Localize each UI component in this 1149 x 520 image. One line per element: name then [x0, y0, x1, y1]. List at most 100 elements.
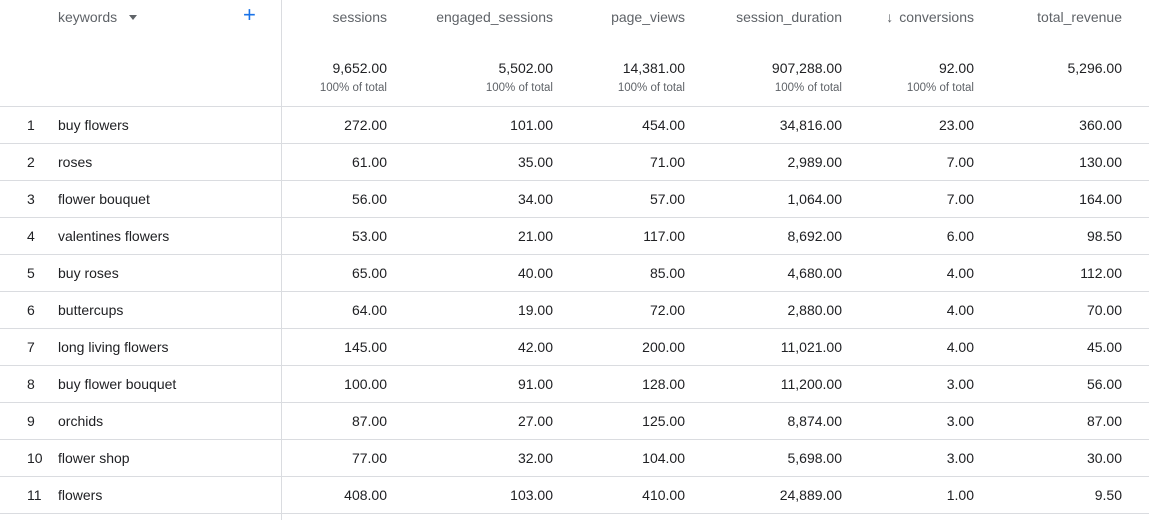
- table-row[interactable]: 3 flower bouquet 56.00 34.00 57.00 1,064.00 7.…: [0, 181, 1149, 218]
- row-keyword: flowers: [58, 487, 103, 503]
- row-value-cell: 7.00: [861, 144, 993, 181]
- row-value-cell: 4.00: [861, 255, 993, 292]
- column-header-session-duration[interactable]: session_duration: [736, 9, 842, 25]
- row-number: 3: [27, 191, 35, 207]
- row-number: 11: [27, 487, 42, 503]
- row-value-cell: 8,692.00: [704, 218, 861, 255]
- row-filler: [1141, 107, 1149, 144]
- partial-cell: [993, 514, 1141, 520]
- row-value-cell: 11,200.00: [704, 366, 861, 403]
- row-dimension-cell: 9 orchids: [0, 403, 282, 440]
- row-value-cell: 200.00: [572, 329, 704, 366]
- row-value-cell: 23.00: [861, 107, 993, 144]
- total-cell: 92.00 100% of total: [861, 50, 993, 107]
- row-value-cell: 272.00: [282, 107, 406, 144]
- row-value-cell: 7.00: [861, 181, 993, 218]
- row-number: 10: [27, 450, 43, 466]
- row-value-cell: 104.00: [572, 440, 704, 477]
- partial-cell: [861, 514, 993, 520]
- row-dimension-cell: 11 flowers: [0, 477, 282, 514]
- dimension-header[interactable]: keywords +: [0, 0, 282, 50]
- partial-row: [0, 514, 1149, 520]
- row-number: 1: [27, 117, 35, 133]
- row-filler: [1141, 255, 1149, 292]
- row-value-cell: 34,816.00: [704, 107, 861, 144]
- row-keyword: buy flowers: [58, 117, 129, 133]
- row-value-cell: 85.00: [572, 255, 704, 292]
- table-row[interactable]: 4 valentines flowers 53.00 21.00 117.00 8,692…: [0, 218, 1149, 255]
- total-cell: 14,381.00 100% of total: [572, 50, 704, 107]
- row-value-cell: 130.00: [993, 144, 1141, 181]
- row-dimension-cell: 8 buy flower bouquet: [0, 366, 282, 403]
- table-row[interactable]: 7 long living flowers 145.00 42.00 200.00 11,…: [0, 329, 1149, 366]
- row-value-cell: 410.00: [572, 477, 704, 514]
- table-row[interactable]: 5 buy roses 65.00 40.00 85.00 4,680.00 4.00 112…: [0, 255, 1149, 292]
- row-value-cell: 164.00: [993, 181, 1141, 218]
- totals-row: 9,652.00 100% of total 5,502.00 100% of to…: [0, 50, 1149, 107]
- row-filler: [1141, 366, 1149, 403]
- row-number: 7: [27, 339, 35, 355]
- row-value-cell: 42.00: [406, 329, 572, 366]
- table-row[interactable]: 11 flowers 408.00 103.00 410.00 24,889.00 1.00…: [0, 477, 1149, 514]
- column-header-sessions[interactable]: sessions: [332, 9, 387, 25]
- row-value-cell: 4,680.00: [704, 255, 861, 292]
- row-value-cell: 45.00: [993, 329, 1141, 366]
- column-header-total-revenue[interactable]: total_revenue: [1037, 9, 1122, 25]
- sort-down-icon: ↓: [886, 9, 894, 25]
- row-filler: [1141, 218, 1149, 255]
- row-dimension-cell: 5 buy roses: [0, 255, 282, 292]
- table-row[interactable]: 1 buy flowers 272.00 101.00 454.00 34,816.00 2…: [0, 107, 1149, 144]
- row-value-cell: 56.00: [993, 366, 1141, 403]
- row-number: 2: [27, 154, 35, 170]
- row-filler: [1141, 292, 1149, 329]
- row-value-cell: 2,880.00: [704, 292, 861, 329]
- row-dimension-cell: 3 flower bouquet: [0, 181, 282, 218]
- row-value-cell: 4.00: [861, 329, 993, 366]
- row-value-cell: 32.00: [406, 440, 572, 477]
- row-value-cell: 9.50: [993, 477, 1141, 514]
- table-row[interactable]: 6 buttercups 64.00 19.00 72.00 2,880.00 4.00 70…: [0, 292, 1149, 329]
- row-value-cell: 87.00: [282, 403, 406, 440]
- row-value-cell: 34.00: [406, 181, 572, 218]
- row-keyword: long living flowers: [58, 339, 169, 355]
- row-value-cell: 77.00: [282, 440, 406, 477]
- column-header-engaged-sessions[interactable]: engaged_sessions: [436, 9, 553, 25]
- row-keyword: roses: [58, 154, 93, 170]
- header-filler: [1141, 0, 1149, 50]
- table-row[interactable]: 2 roses 61.00 35.00 71.00 2,989.00 7.00 130.00: [0, 144, 1149, 181]
- row-value-cell: 103.00: [406, 477, 572, 514]
- column-header-page-views[interactable]: page_views: [611, 9, 685, 25]
- row-value-cell: 57.00: [572, 181, 704, 218]
- table-row[interactable]: 8 buy flower bouquet 100.00 91.00 128.00 11,2…: [0, 366, 1149, 403]
- caret-down-icon[interactable]: [129, 15, 138, 20]
- total-cell: 907,288.00 100% of total: [704, 50, 861, 107]
- row-value-cell: 1.00: [861, 477, 993, 514]
- table-row[interactable]: 9 orchids 87.00 27.00 125.00 8,874.00 3.00 87.0…: [0, 403, 1149, 440]
- row-value-cell: 360.00: [993, 107, 1141, 144]
- column-header-conversions[interactable]: ↓ conversions: [886, 9, 974, 25]
- row-number: 9: [27, 413, 35, 429]
- row-value-cell: 61.00: [282, 144, 406, 181]
- row-value-cell: 87.00: [993, 403, 1141, 440]
- row-keyword: flower shop: [58, 450, 130, 466]
- row-keyword: buy roses: [58, 265, 119, 281]
- row-filler: [1141, 144, 1149, 181]
- row-value-cell: 71.00: [572, 144, 704, 181]
- row-number: 6: [27, 302, 35, 318]
- add-icon[interactable]: +: [243, 2, 256, 27]
- row-value-cell: 3.00: [861, 366, 993, 403]
- row-value-cell: 27.00: [406, 403, 572, 440]
- row-value-cell: 19.00: [406, 292, 572, 329]
- row-value-cell: 1,064.00: [704, 181, 861, 218]
- row-value-cell: 40.00: [406, 255, 572, 292]
- table-row[interactable]: 10 flower shop 77.00 32.00 104.00 5,698.00 3.0…: [0, 440, 1149, 477]
- row-filler: [1141, 329, 1149, 366]
- row-number: 4: [27, 228, 35, 244]
- total-cell: 5,502.00 100% of total: [406, 50, 572, 107]
- row-value-cell: 5,698.00: [704, 440, 861, 477]
- row-value-cell: 112.00: [993, 255, 1141, 292]
- total-cell: 5,296.00: [993, 50, 1141, 107]
- row-value-cell: 2,989.00: [704, 144, 861, 181]
- row-value-cell: 100.00: [282, 366, 406, 403]
- partial-cell: [282, 514, 406, 520]
